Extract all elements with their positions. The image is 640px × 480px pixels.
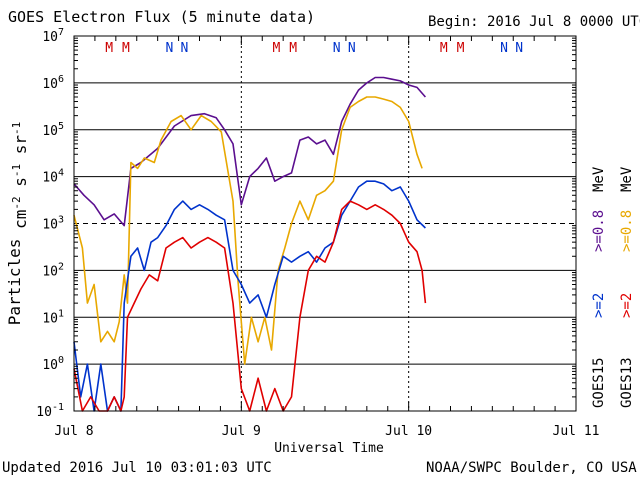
y-tick-label: 102 xyxy=(42,261,64,279)
y-tick-label: 10-1 xyxy=(36,402,64,420)
x-tick-label: Jul 11 xyxy=(553,424,600,439)
legend: GOES15 GOES13 >=2 >=2 >=0.8 >=0.8 MeV MeV xyxy=(591,166,635,408)
legend-g15-08mev: >=0.8 xyxy=(591,210,607,252)
y-tick-label: 107 xyxy=(42,27,64,45)
marker-M: M xyxy=(289,41,297,56)
legend-goes15: GOES15 xyxy=(591,357,607,408)
credit-text: NOAA/SWPC Boulder, CO USA xyxy=(426,460,637,476)
series-line-0 xyxy=(73,76,427,227)
marker-N: N xyxy=(165,41,173,56)
legend-unit-15: MeV xyxy=(591,166,607,192)
legend-g13-08mev: >=0.8 xyxy=(619,210,635,252)
y-tick-label: 100 xyxy=(42,355,64,373)
legend-goes13: GOES13 xyxy=(619,357,635,408)
marker-N: N xyxy=(500,41,508,56)
y-tick-label: 101 xyxy=(42,308,64,326)
marker-M: M xyxy=(105,41,113,56)
series-line-1 xyxy=(73,96,423,365)
series-layer xyxy=(73,76,427,412)
y-tick-label: 105 xyxy=(42,121,64,139)
x-tick-label: Jul 10 xyxy=(385,424,432,439)
grid-layer xyxy=(74,36,576,411)
marker-M: M xyxy=(440,41,448,56)
y-tick-label: 104 xyxy=(42,168,64,186)
y-tick-label: 103 xyxy=(42,215,64,233)
y-tick-label: 106 xyxy=(42,74,64,92)
marker-M: M xyxy=(457,41,465,56)
y-axis-label: Particles cm-2 s-1 sr-1 xyxy=(5,122,30,326)
marker-N: N xyxy=(348,41,356,56)
x-axis-label: Universal Time xyxy=(274,441,384,456)
legend-g15-2mev: >=2 xyxy=(591,293,607,318)
chart-title: GOES Electron Flux (5 minute data) xyxy=(8,8,316,26)
marker-N: N xyxy=(333,41,341,56)
x-tick-label: Jul 9 xyxy=(222,424,261,439)
x-tick-label: Jul 8 xyxy=(54,424,93,439)
begin-date: Begin: 2016 Jul 8 0000 UTC xyxy=(428,14,640,30)
marker-M: M xyxy=(273,41,281,56)
marker-M: M xyxy=(122,41,130,56)
updated-timestamp: Updated 2016 Jul 10 03:01:03 UTC xyxy=(2,460,272,476)
legend-g13-2mev: >=2 xyxy=(619,293,635,318)
series-line-2 xyxy=(73,180,426,412)
marker-N: N xyxy=(181,41,189,56)
marker-N: N xyxy=(515,41,523,56)
legend-unit-13: MeV xyxy=(619,166,635,192)
axis-labels: 10-1 100 101 102 103 104 105 106 107 Jul 8 Jul 9 Ju… xyxy=(5,27,599,456)
plot-frame xyxy=(73,35,577,412)
series-line-3 xyxy=(73,200,427,412)
